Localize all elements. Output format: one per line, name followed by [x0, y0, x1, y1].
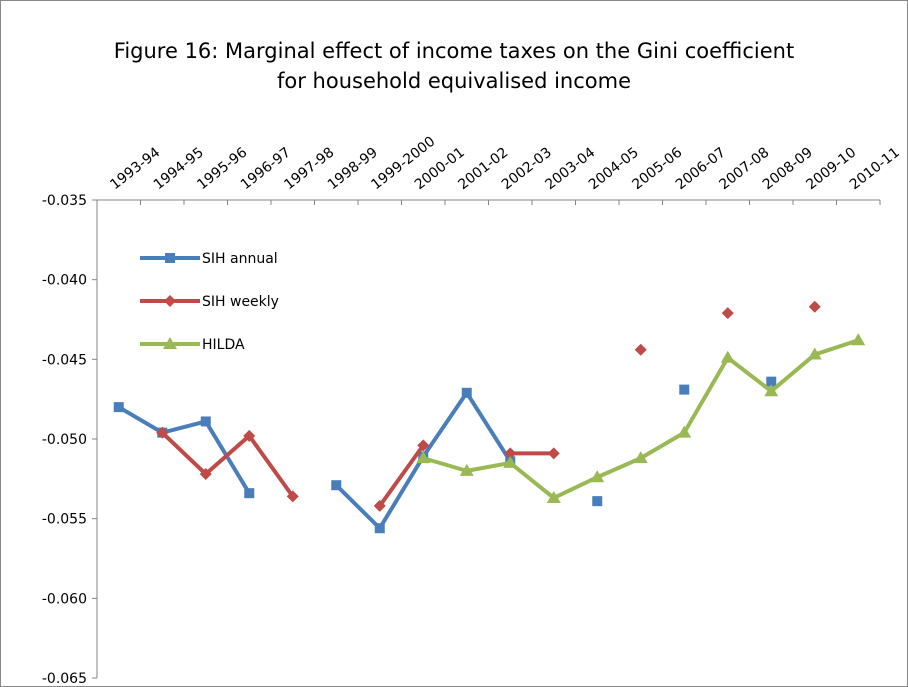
point [633, 451, 648, 464]
point [721, 307, 734, 320]
point [808, 300, 821, 313]
point [547, 447, 560, 460]
point [373, 499, 386, 512]
point [720, 350, 735, 363]
point [199, 468, 212, 481]
point [156, 426, 169, 439]
point [459, 463, 474, 476]
y-tick-label: -0.050 [42, 432, 87, 448]
legend-label: HILDA [202, 337, 245, 353]
legend-marker [163, 337, 177, 349]
chart-title: Figure 16: Marginal effect of income tax… [113, 39, 795, 93]
point [546, 490, 561, 503]
point [244, 488, 255, 499]
legend-label: SIH weekly [202, 294, 279, 310]
point [592, 496, 603, 507]
title-box: Figure 16: Marginal effect of income tax… [113, 39, 795, 93]
point [679, 384, 690, 395]
point [243, 429, 256, 442]
point [374, 523, 385, 534]
point [677, 425, 692, 438]
y-tick-label: -0.060 [42, 591, 87, 607]
y-tick-label: -0.065 [42, 671, 87, 687]
point [590, 470, 605, 483]
point [807, 347, 822, 360]
point [200, 416, 211, 427]
point [764, 384, 779, 397]
point [417, 439, 430, 452]
point [286, 490, 299, 503]
point [634, 343, 647, 356]
point [851, 333, 866, 346]
y-tick-label: -0.055 [42, 512, 87, 528]
point [503, 455, 518, 468]
point [504, 447, 517, 460]
point [416, 451, 431, 464]
point [766, 376, 777, 387]
y-tick-label: -0.035 [42, 193, 87, 209]
legend-marker [165, 253, 175, 263]
point [113, 402, 124, 413]
point [331, 480, 342, 491]
y-tick-label: -0.045 [42, 352, 87, 368]
legend-label: SIH annual [202, 251, 278, 267]
point [461, 387, 472, 398]
legend-marker [164, 295, 176, 307]
y-tick-label: -0.040 [42, 273, 87, 289]
